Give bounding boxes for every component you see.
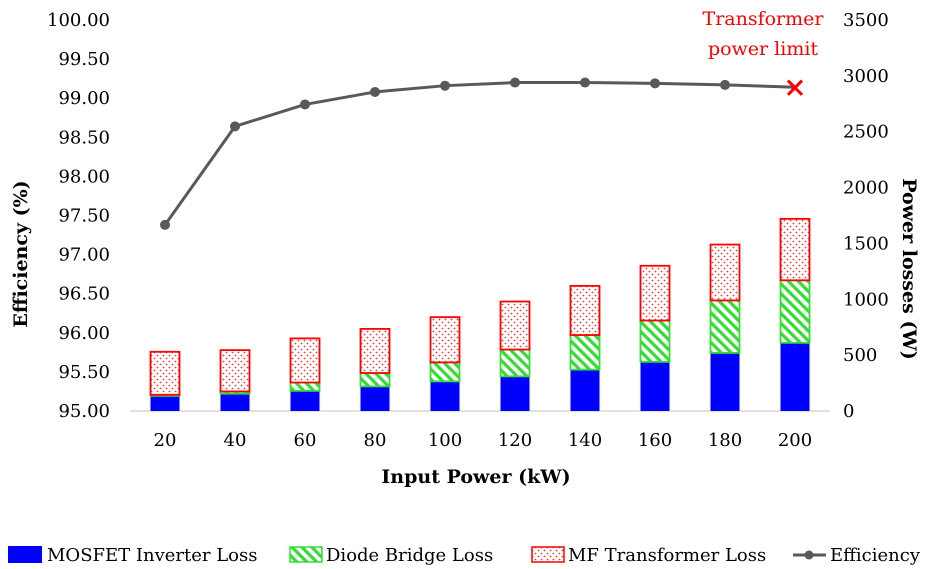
bar-mosfet-segment (640, 361, 670, 411)
bar-mosfet-segment (290, 390, 320, 411)
right-tick-label: 500 (843, 345, 877, 366)
x-tick-label: 20 (154, 430, 177, 451)
legend-label-efficiency: Efficiency (830, 545, 921, 566)
efficiency-point (510, 77, 520, 88)
left-tick-label: 98.50 (58, 127, 110, 148)
bar-mosfet-segment (430, 381, 460, 411)
bar-transformer-segment (779, 217, 811, 282)
left-tick-label: 96.50 (58, 284, 110, 305)
bar-diode-segment (569, 334, 601, 371)
bar-mosfet-segment (220, 393, 250, 411)
right-axis-ticks: 0 500 1000 1500 2000 2500 3000 3500 (843, 10, 889, 422)
legend: MOSFET Inverter Loss Diode Bridge Loss M… (8, 545, 921, 566)
bar-mosfet-segment (360, 386, 390, 411)
bar-diode-segment (639, 319, 671, 363)
left-tick-label: 98.00 (58, 166, 110, 187)
legend-item-efficiency: Efficiency (793, 545, 921, 566)
bar-transformer-segment (149, 350, 181, 396)
x-tick-label: 80 (364, 430, 387, 451)
legend-swatch-transformer (531, 546, 565, 563)
bar-transformer-segment (569, 284, 601, 336)
bar-transformer-segment (289, 337, 321, 384)
left-tick-label: 99.50 (58, 49, 110, 70)
annotation-line1: Transformer (703, 8, 825, 30)
left-tick-label: 100.00 (47, 10, 110, 31)
bar-diode-segment (289, 381, 321, 392)
bar-transformer-segment (359, 327, 391, 374)
left-axis-ticks: 95.00 95.50 96.00 96.50 97.00 97.50 98.00 98.50… (47, 10, 110, 422)
x-tick-label: 160 (638, 430, 672, 451)
efficiency-point (650, 78, 660, 89)
x-tick-label: 200 (778, 430, 812, 451)
bar-mosfet-segment (500, 376, 530, 411)
bar-transformer-segment (219, 349, 251, 393)
bar-mosfet-segment (150, 395, 180, 411)
legend-swatch-diode (289, 546, 323, 563)
x-tick-label: 60 (294, 430, 317, 451)
efficiency-point (720, 79, 730, 90)
efficiency-line (163, 81, 796, 226)
left-tick-label: 99.00 (58, 88, 110, 109)
bar-diode-segment (499, 348, 531, 378)
left-tick-label: 97.50 (58, 206, 110, 227)
bar-transformer-segment (429, 316, 461, 364)
x-tick-label: 100 (428, 430, 462, 451)
x-tick-label: 120 (498, 430, 532, 451)
bars-layer (149, 217, 811, 411)
right-tick-label: 2000 (843, 178, 889, 199)
efficiency-point (300, 99, 310, 110)
bar-diode-segment (709, 299, 741, 354)
right-tick-label: 0 (843, 401, 854, 422)
efficiency-line-layer: × (160, 70, 807, 230)
x-axis-title: Input Power (kW) (381, 466, 570, 488)
right-tick-label: 1500 (843, 233, 889, 254)
x-tick-label: 180 (708, 430, 742, 451)
left-tick-label: 95.50 (58, 362, 110, 383)
legend-label-mosfet: MOSFET Inverter Loss (47, 545, 257, 566)
efficiency-point (230, 121, 240, 132)
efficiency-point (370, 86, 380, 97)
bar-mosfet-segment (710, 352, 740, 411)
legend-item-transformer: MF Transformer Loss (531, 545, 766, 566)
right-tick-label: 3000 (843, 66, 889, 87)
legend-label-diode: Diode Bridge Loss (326, 545, 493, 566)
efficiency-point (160, 219, 170, 230)
bar-transformer-segment (639, 264, 671, 322)
right-tick-label: 1000 (843, 289, 889, 310)
efficiency-point (580, 77, 590, 88)
transformer-limit-marker: × (783, 70, 806, 103)
left-tick-label: 96.00 (58, 323, 110, 344)
x-axis-ticks: 20 40 60 80 100 120 140 160 180 200 (154, 430, 813, 451)
legend-label-transformer: MF Transformer Loss (568, 545, 766, 566)
right-tick-label: 3500 (843, 10, 889, 31)
x-tick-label: 140 (568, 430, 602, 451)
efficiency-point (440, 80, 450, 91)
bar-mosfet-segment (570, 369, 600, 411)
bar-diode-segment (359, 372, 391, 388)
bar-diode-segment (779, 279, 811, 344)
right-tick-label: 2500 (843, 122, 889, 143)
left-axis-title: Efficiency (%) (10, 180, 32, 327)
bar-diode-segment (429, 361, 461, 383)
legend-item-mosfet: MOSFET Inverter Loss (8, 545, 257, 566)
right-axis-title: Power losses (W) (898, 178, 920, 360)
left-tick-label: 97.00 (58, 245, 110, 266)
bar-transformer-segment (499, 300, 531, 351)
legend-swatch-mosfet (8, 546, 42, 563)
bar-mosfet-segment (780, 342, 810, 411)
legend-item-diode: Diode Bridge Loss (289, 545, 493, 566)
annotation-line2: power limit (708, 38, 818, 60)
bar-transformer-segment (709, 243, 741, 302)
legend-swatch-efficiency-marker (804, 550, 814, 560)
left-tick-label: 95.00 (58, 401, 110, 422)
x-tick-label: 40 (224, 430, 247, 451)
